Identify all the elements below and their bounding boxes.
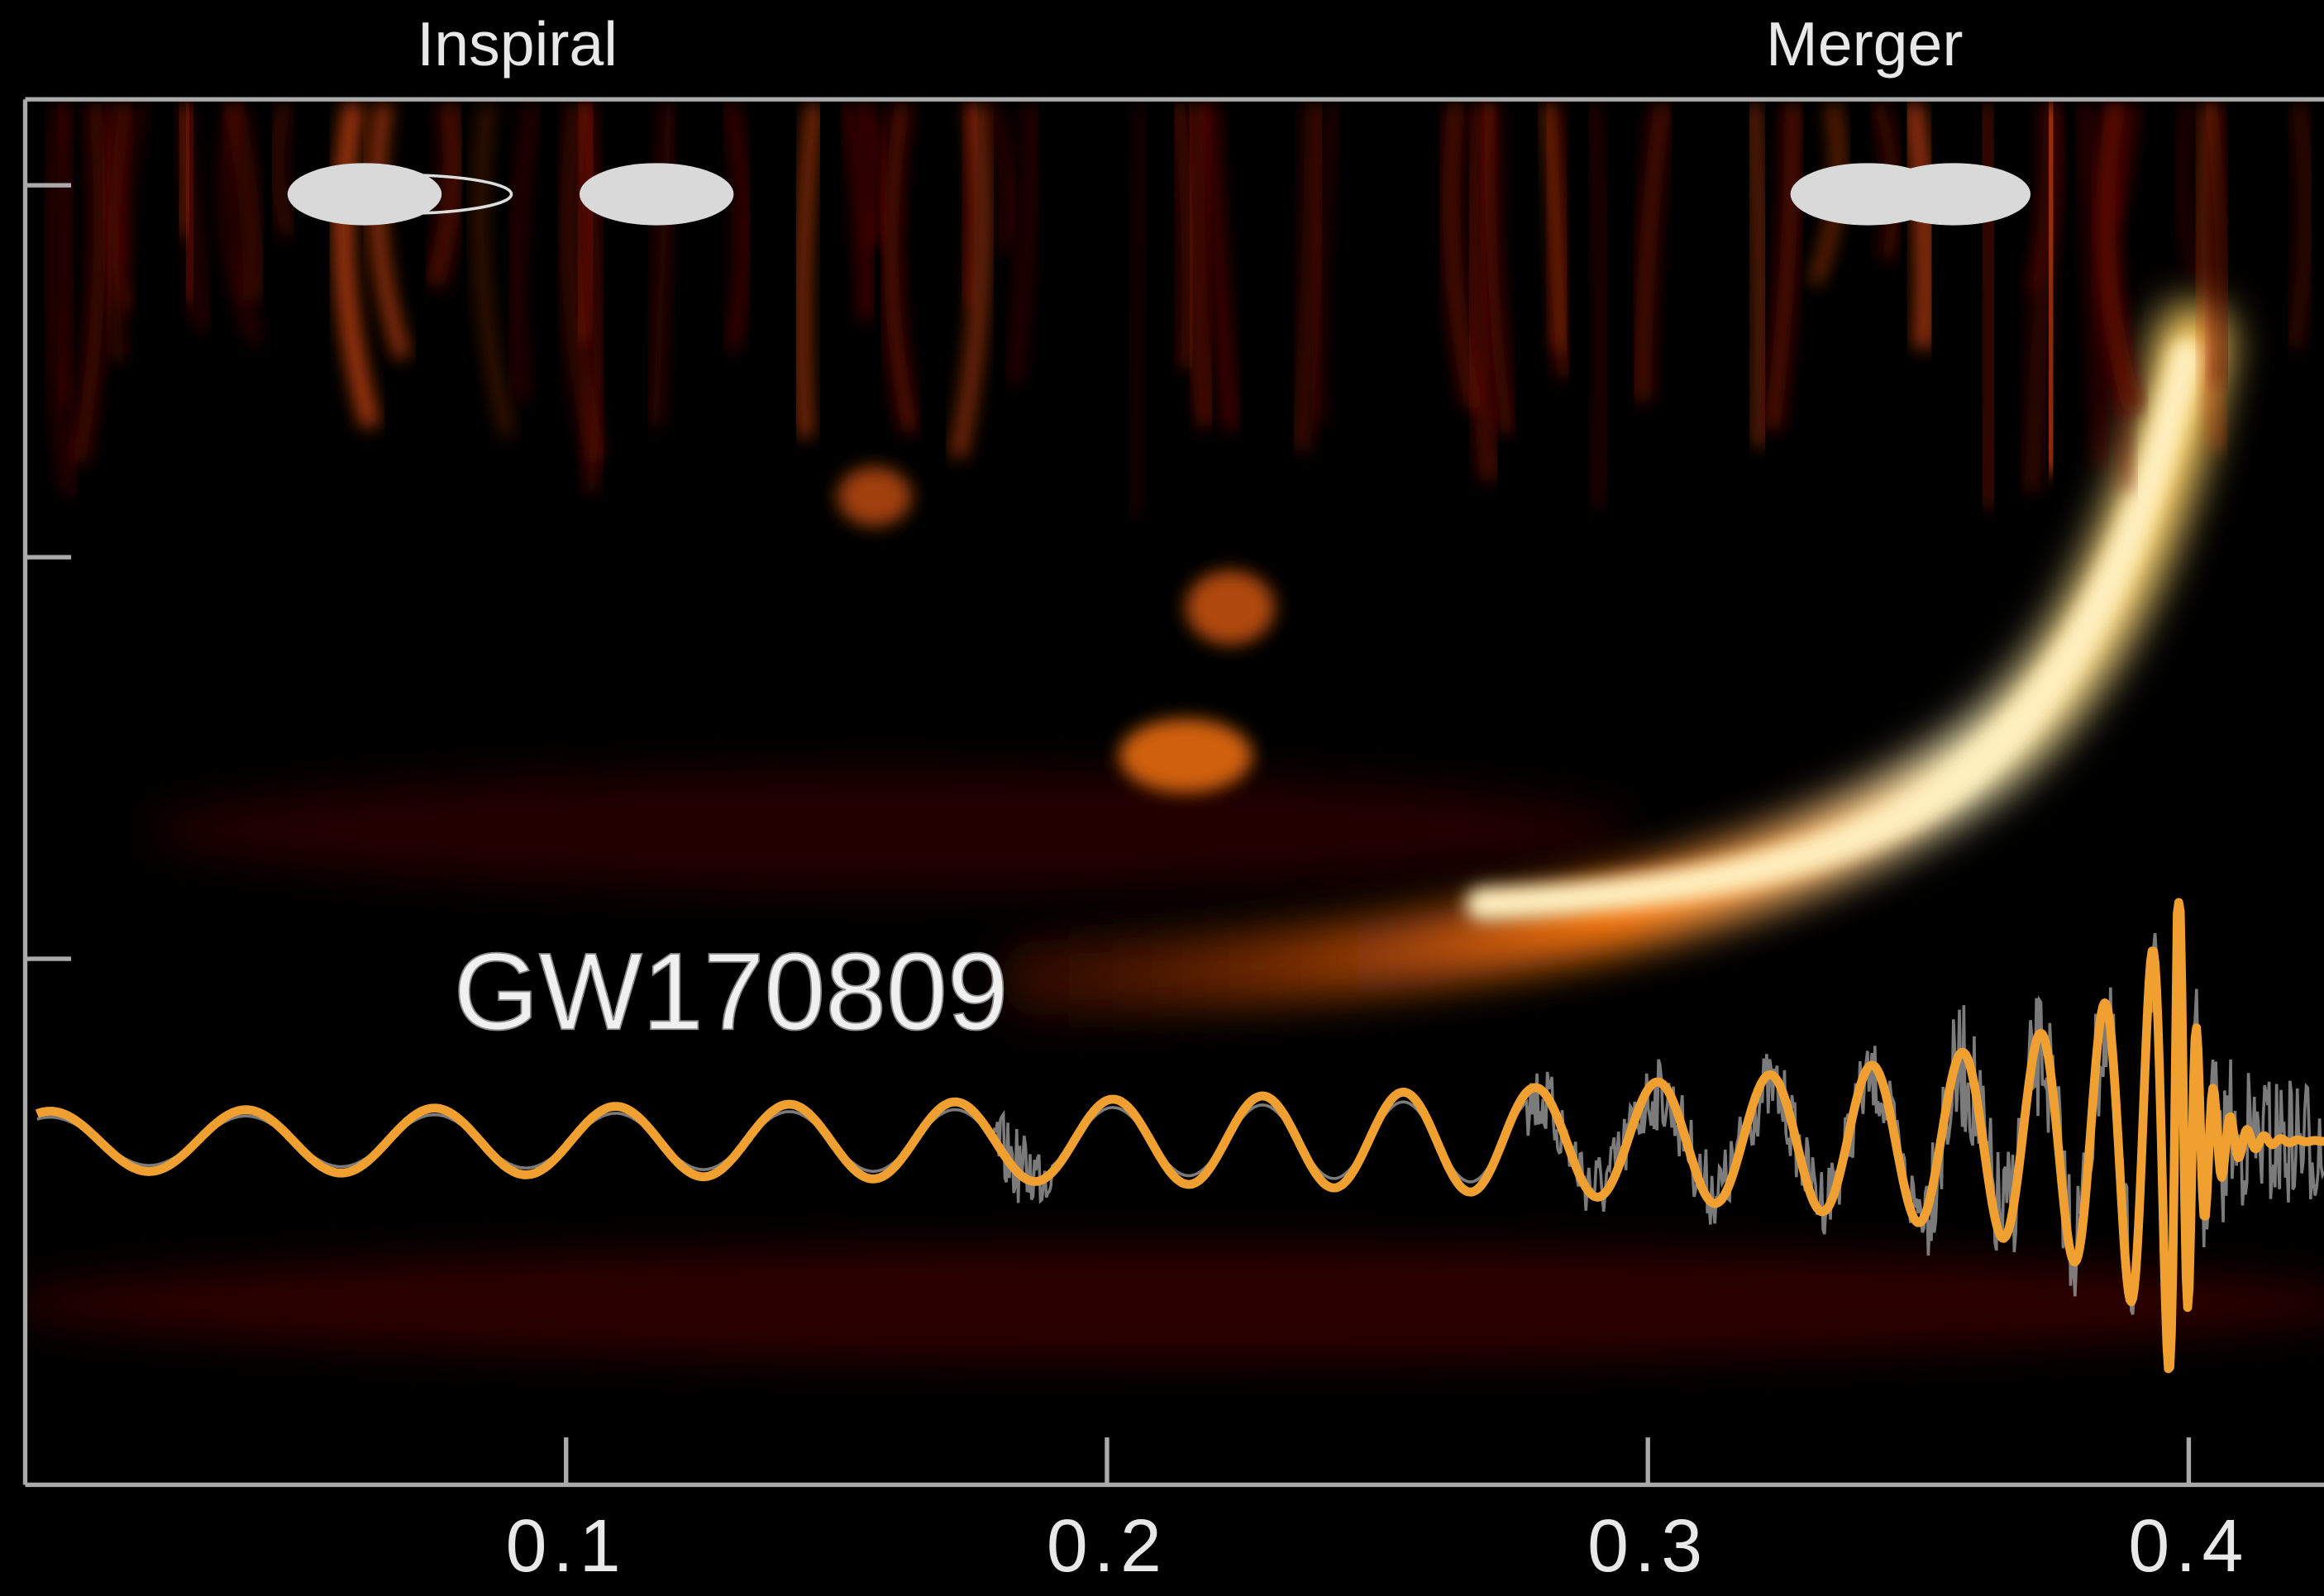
noise-streak xyxy=(560,102,607,465)
noise-streak xyxy=(1482,103,1514,435)
noise-blob xyxy=(1186,570,1275,645)
noise-streak xyxy=(648,103,675,426)
noise-streak xyxy=(2040,103,2063,474)
noise-streak xyxy=(57,103,75,406)
noise-streak xyxy=(1634,102,1672,402)
noise-streak xyxy=(47,103,75,497)
noise-streak xyxy=(513,102,537,402)
black-hole xyxy=(1876,163,2031,226)
noise-streak xyxy=(1541,103,1563,350)
annotation-inspiral: Inspiral xyxy=(417,9,618,79)
noise-streak xyxy=(119,102,146,264)
chirp-core xyxy=(1466,339,2202,921)
frame xyxy=(22,97,2324,1488)
waveform-template xyxy=(34,898,2324,1374)
noise-streak xyxy=(1763,103,1801,431)
noise-streak xyxy=(1746,103,1768,446)
noise-streak xyxy=(1204,103,1237,431)
noise-streak xyxy=(2198,102,2226,450)
noise-band xyxy=(25,1245,2324,1364)
noise-streak xyxy=(222,101,264,301)
waveform xyxy=(34,898,2324,1374)
noise-streak xyxy=(270,102,296,238)
noise-streak xyxy=(1442,102,1483,412)
noise-streak xyxy=(1291,103,1325,452)
x-tick-label: 0.1 xyxy=(506,1504,627,1587)
black-hole xyxy=(287,163,442,226)
noise-streak xyxy=(860,102,885,247)
noise-streak xyxy=(1130,103,1146,517)
binary-merger xyxy=(1790,163,2031,226)
noise-streak xyxy=(106,102,134,363)
binary-inspiral xyxy=(287,163,734,226)
noise-streak xyxy=(950,102,990,459)
noise-band xyxy=(148,770,1631,889)
spectrogram xyxy=(25,101,2324,1364)
annotation-merger: Merger xyxy=(1766,9,1963,79)
noise-blob xyxy=(1119,718,1253,793)
noise-streak xyxy=(369,102,410,360)
noise-streak xyxy=(843,102,872,321)
x-tick-label: 0.3 xyxy=(1587,1504,1708,1587)
noise-streak xyxy=(2108,103,2138,224)
black-hole xyxy=(579,163,734,226)
noise-streak xyxy=(475,102,513,437)
noise-streak xyxy=(333,102,380,429)
noise-streak xyxy=(2286,102,2314,350)
x-tick-label: 0.2 xyxy=(1047,1504,1167,1587)
noise-streak xyxy=(1172,102,1195,369)
noise-streak xyxy=(2095,102,2144,414)
noise-streak xyxy=(1008,103,1037,385)
noise-blob xyxy=(837,466,912,526)
noise-streak xyxy=(1467,102,1501,483)
noise-streak xyxy=(2078,103,2107,466)
x-tick-label: 0.4 xyxy=(2128,1504,2249,1587)
event-label: GW170809 xyxy=(454,931,1009,1053)
noise-streak xyxy=(724,102,749,350)
noise-streak xyxy=(1185,103,1216,428)
noise-streak xyxy=(1903,102,1935,350)
noise-streak xyxy=(178,103,191,236)
noise-streak xyxy=(1976,103,2001,508)
noise-streak xyxy=(796,102,820,438)
noise-streak xyxy=(2203,102,2230,385)
noise-streak xyxy=(424,102,463,288)
noise-streak xyxy=(882,102,919,434)
noise-streak xyxy=(71,102,107,465)
noise-streak xyxy=(1590,103,1606,507)
noise-streak xyxy=(986,102,1013,250)
noise-streak xyxy=(2178,102,2202,281)
